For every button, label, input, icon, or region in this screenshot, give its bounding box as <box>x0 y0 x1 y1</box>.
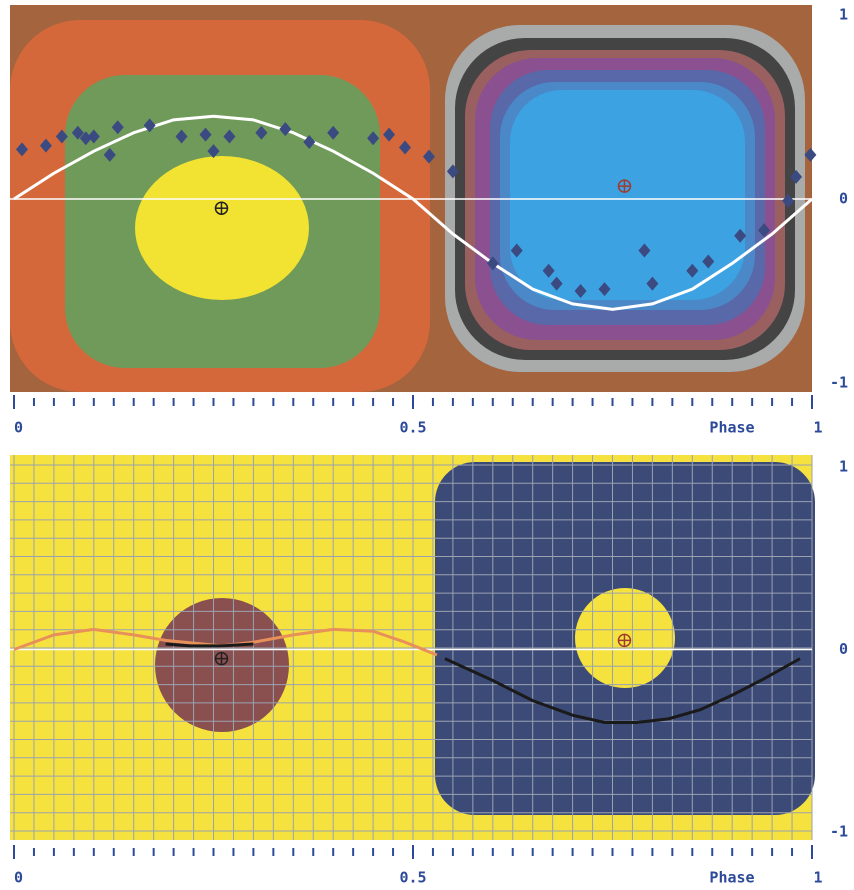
diamond <box>175 129 188 144</box>
x-tick-label: 0.5 <box>399 869 426 887</box>
diamond <box>15 142 28 157</box>
curve <box>165 642 801 724</box>
x-axis-label: Phase <box>709 419 754 437</box>
diamond <box>804 147 817 162</box>
region <box>510 90 745 300</box>
diamond <box>782 193 795 208</box>
diamond <box>383 127 396 142</box>
diamond <box>486 256 499 271</box>
center-marker <box>617 633 632 648</box>
center-marker <box>617 179 632 193</box>
x-tick-label: 1 <box>813 869 822 887</box>
y-tick-label: -1 <box>830 374 848 392</box>
diamond <box>279 122 292 137</box>
diamond <box>598 282 611 297</box>
y-tick-label: -1 <box>830 823 848 841</box>
diamond <box>327 125 340 140</box>
diamond <box>422 149 435 164</box>
diamond <box>71 125 84 140</box>
center-marker <box>214 201 229 215</box>
y-tick-label: 0 <box>839 190 848 208</box>
x-tick-label: 1 <box>813 419 822 437</box>
x-tick-label: 0 <box>14 869 23 887</box>
y-tick-label: 0 <box>839 640 848 658</box>
diamond <box>79 131 92 146</box>
diamond <box>702 254 715 269</box>
diamond <box>446 164 459 179</box>
diamond <box>223 129 236 144</box>
diamond <box>103 147 116 162</box>
diamond <box>255 125 268 140</box>
diamond <box>199 127 212 142</box>
diamond <box>542 263 555 278</box>
x-tick-label: 0.5 <box>399 419 426 437</box>
x-axis-label: Phase <box>709 869 754 887</box>
diamond <box>510 243 523 258</box>
diamond <box>143 118 156 133</box>
x-tick-label: 0 <box>14 419 23 437</box>
diamond <box>399 140 412 155</box>
diamond <box>638 243 651 258</box>
diamond <box>574 284 587 298</box>
diamond <box>87 129 100 144</box>
diamond <box>790 169 803 184</box>
y-tick-label: 1 <box>839 458 848 476</box>
diamond <box>39 138 52 153</box>
center-marker <box>214 651 229 666</box>
diamond <box>734 228 747 243</box>
diamond <box>550 276 563 291</box>
diamond <box>55 129 68 144</box>
diamond <box>207 144 220 159</box>
diamond <box>367 131 380 146</box>
diamond <box>646 276 659 291</box>
diamond <box>111 120 124 135</box>
y-tick-label: 1 <box>839 6 848 24</box>
diamond <box>758 223 771 238</box>
diamond <box>303 134 316 149</box>
diamond <box>686 263 699 278</box>
region <box>135 156 309 300</box>
